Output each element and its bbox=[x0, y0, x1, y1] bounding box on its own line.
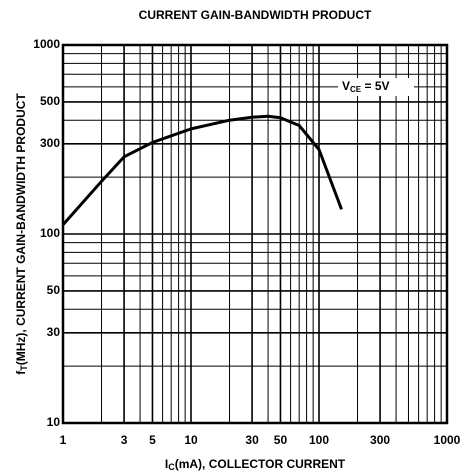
y-label-main: f bbox=[14, 370, 28, 375]
y-tick-label: 300 bbox=[40, 136, 60, 150]
y-axis-label: fT(MHz), CURRENT GAIN-BANDWIDTH PRODUCT bbox=[14, 93, 29, 375]
annotation-sub: CE bbox=[350, 85, 362, 94]
y-label-rest: (MHz), CURRENT GAIN-BANDWIDTH PRODUCT bbox=[14, 93, 28, 366]
x-axis-label: IC(mA), COLLECTOR CURRENT bbox=[165, 457, 346, 472]
annotation-rest: = 5V bbox=[361, 79, 389, 93]
x-tick-label: 30 bbox=[245, 433, 259, 447]
x-tick-label: 1000 bbox=[434, 433, 461, 447]
annotation-main: V bbox=[342, 79, 350, 93]
y-tick-label: 500 bbox=[40, 94, 60, 108]
y-label-sub: T bbox=[19, 365, 29, 371]
x-tick-label: 1 bbox=[60, 433, 67, 447]
x-label-main: I bbox=[165, 457, 168, 471]
y-tick-label: 100 bbox=[40, 226, 60, 240]
data-line bbox=[61, 114, 343, 226]
x-tick-label: 5 bbox=[149, 433, 156, 447]
chart-title: CURRENT GAIN-BANDWIDTH PRODUCT bbox=[139, 8, 372, 22]
x-tick-label: 50 bbox=[274, 433, 288, 447]
y-tick-label: 10 bbox=[47, 415, 61, 429]
x-tick-label: 10 bbox=[184, 433, 198, 447]
x-tick-label: 3 bbox=[121, 433, 128, 447]
x-label-rest: (mA), COLLECTOR CURRENT bbox=[175, 457, 346, 471]
y-tick-label: 1000 bbox=[33, 37, 60, 51]
y-tick-label: 30 bbox=[47, 325, 61, 339]
x-tick-label: 100 bbox=[309, 433, 329, 447]
plot-frame bbox=[61, 43, 449, 425]
y-tick-label: 50 bbox=[47, 283, 61, 297]
annotation: VCE = 5V bbox=[342, 79, 390, 94]
annotation-bg bbox=[338, 78, 414, 96]
x-label-sub: C bbox=[168, 462, 175, 472]
x-tick-label: 300 bbox=[370, 433, 390, 447]
